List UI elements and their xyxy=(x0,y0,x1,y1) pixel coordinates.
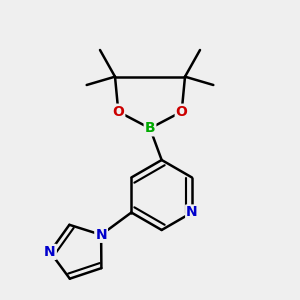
Text: B: B xyxy=(145,121,155,135)
Text: O: O xyxy=(112,105,124,119)
Text: N: N xyxy=(44,245,56,259)
Text: N: N xyxy=(95,228,107,242)
Text: O: O xyxy=(176,105,188,119)
Text: N: N xyxy=(186,206,198,220)
